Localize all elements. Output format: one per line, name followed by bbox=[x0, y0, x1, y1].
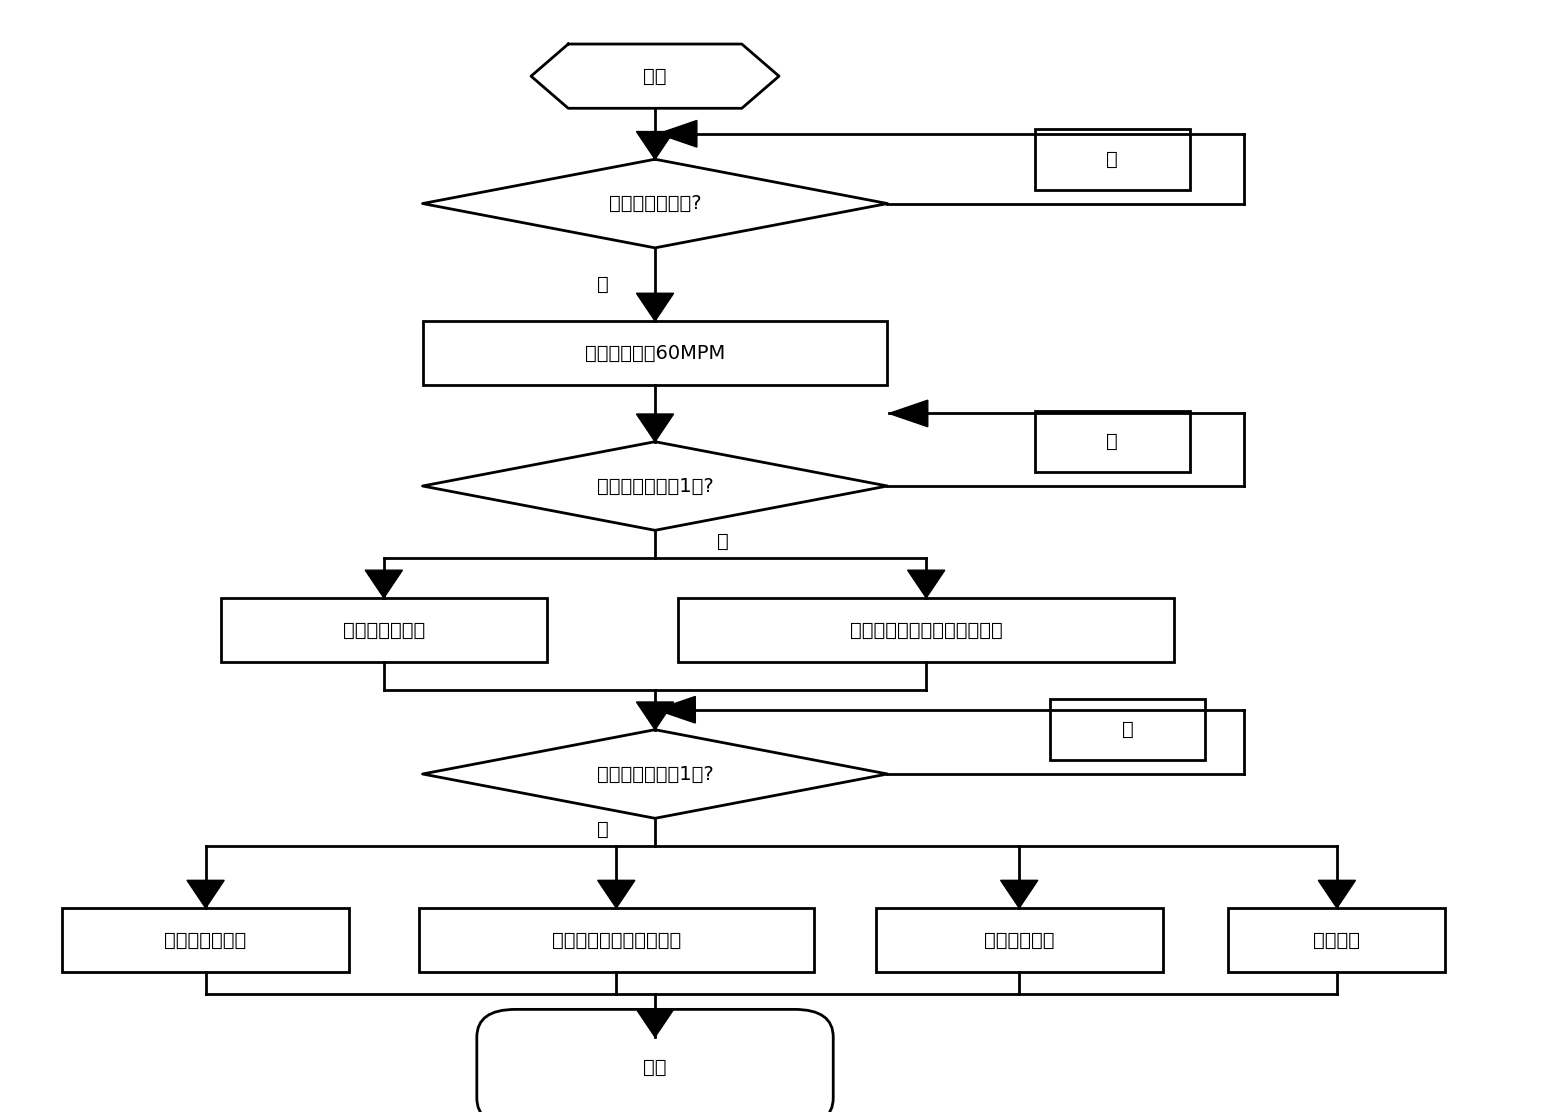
Text: 切除延伸率模式: 切除延伸率模式 bbox=[343, 620, 425, 639]
Polygon shape bbox=[365, 570, 402, 598]
Text: 焊缝距离平整机1米?: 焊缝距离平整机1米? bbox=[597, 477, 714, 496]
Bar bbox=[422, 321, 888, 385]
Polygon shape bbox=[187, 881, 224, 908]
Text: 延伸率模式投入: 延伸率模式投入 bbox=[165, 931, 246, 950]
Bar bbox=[1035, 411, 1190, 472]
Polygon shape bbox=[636, 132, 673, 160]
Polygon shape bbox=[531, 44, 779, 108]
Text: 焊缝靠近平整机?: 焊缝靠近平整机? bbox=[609, 194, 701, 213]
Polygon shape bbox=[422, 442, 888, 530]
Text: 平整机减速到60MPM: 平整机减速到60MPM bbox=[584, 344, 724, 363]
Polygon shape bbox=[656, 696, 695, 723]
Polygon shape bbox=[598, 881, 634, 908]
Polygon shape bbox=[1318, 881, 1355, 908]
Bar bbox=[678, 598, 1175, 662]
Polygon shape bbox=[908, 570, 944, 598]
Text: 否: 否 bbox=[1106, 150, 1119, 169]
Bar bbox=[1228, 908, 1446, 972]
Polygon shape bbox=[636, 702, 673, 730]
Polygon shape bbox=[636, 1009, 673, 1037]
Text: 是: 是 bbox=[597, 275, 609, 294]
Polygon shape bbox=[422, 730, 888, 818]
Bar bbox=[419, 908, 813, 972]
Polygon shape bbox=[890, 401, 927, 426]
Polygon shape bbox=[422, 160, 888, 248]
Text: 否: 否 bbox=[1106, 432, 1119, 451]
Text: 从运行轧制力切换到低轧制力: 从运行轧制力切换到低轧制力 bbox=[849, 620, 1003, 639]
Bar bbox=[221, 598, 547, 662]
Polygon shape bbox=[636, 414, 673, 442]
Polygon shape bbox=[636, 294, 673, 321]
Bar bbox=[876, 908, 1162, 972]
Bar bbox=[62, 908, 349, 972]
Text: 张力设定切换: 张力设定切换 bbox=[985, 931, 1055, 950]
Text: 是: 是 bbox=[597, 820, 609, 839]
Text: 结束: 结束 bbox=[643, 1058, 667, 1077]
Text: 是: 是 bbox=[717, 532, 729, 551]
Text: 低轧制力切换设定轧制力: 低轧制力切换设定轧制力 bbox=[552, 931, 681, 950]
Text: 开始: 开始 bbox=[643, 67, 667, 86]
Text: 机组升速: 机组升速 bbox=[1313, 931, 1360, 950]
Text: 焊缝通过平整机1米?: 焊缝通过平整机1米? bbox=[597, 764, 714, 783]
FancyBboxPatch shape bbox=[477, 1009, 834, 1116]
Polygon shape bbox=[657, 121, 696, 147]
Bar bbox=[1035, 128, 1190, 190]
Bar bbox=[1050, 700, 1206, 760]
Polygon shape bbox=[1000, 881, 1038, 908]
Text: 否: 否 bbox=[1122, 720, 1134, 739]
